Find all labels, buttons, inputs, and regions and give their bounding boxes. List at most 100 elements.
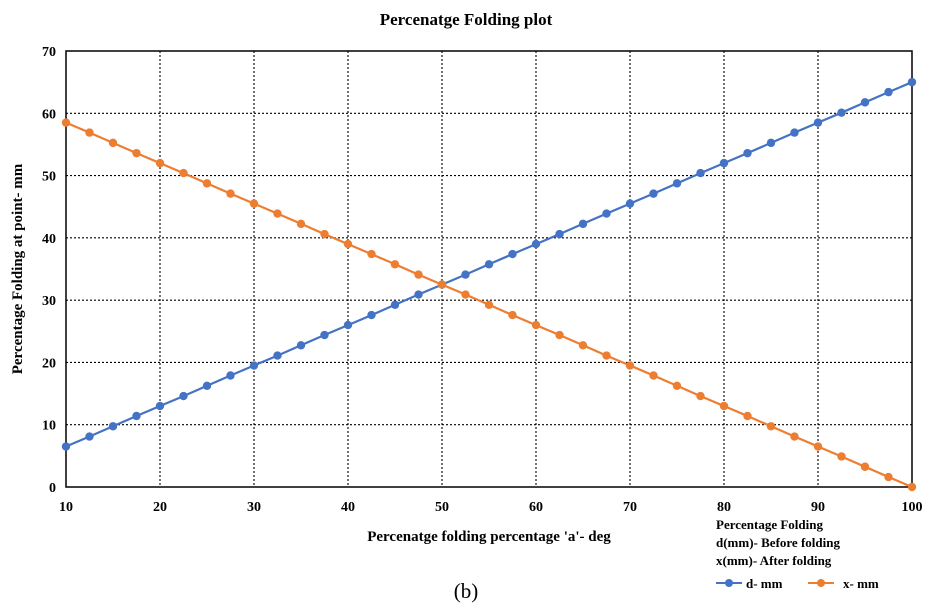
data-point-x xyxy=(860,462,870,471)
x-tick-label: 70 xyxy=(623,500,637,515)
data-point-x xyxy=(296,219,306,229)
x-tick-labels: 10 20 30 40 50 60 70 80 90 100 xyxy=(59,500,923,515)
data-point-d xyxy=(719,158,729,168)
data-point-x xyxy=(508,310,517,320)
x-tick-label: 60 xyxy=(529,500,543,515)
data-point-x xyxy=(249,199,259,208)
data-point-d xyxy=(179,391,188,401)
y-tick-label: 30 xyxy=(42,294,56,309)
legend-title-line-2: d(mm)- Before folding xyxy=(716,535,840,550)
data-point-d xyxy=(508,249,517,259)
data-point-x xyxy=(437,280,447,289)
x-tick-label: 50 xyxy=(435,500,449,515)
data-point-d xyxy=(578,219,588,229)
x-axis-label: Percenatge folding percentage 'a'- deg xyxy=(367,529,611,545)
data-point-x xyxy=(696,391,705,401)
data-point-x xyxy=(320,229,329,239)
x-tick-label: 10 xyxy=(59,500,73,515)
data-point-x xyxy=(367,249,376,259)
legend-marker-x xyxy=(817,579,825,587)
x-tick-label: 100 xyxy=(902,500,923,515)
data-point-x xyxy=(132,148,141,158)
figure-caption: (b) xyxy=(454,579,479,603)
data-point-d xyxy=(296,341,306,350)
y-tick-label: 0 xyxy=(49,481,56,496)
data-point-d xyxy=(461,270,470,279)
data-point-x xyxy=(719,401,729,411)
y-tick-label: 70 xyxy=(42,45,56,60)
data-point-x xyxy=(578,341,588,350)
data-point-x xyxy=(414,270,423,279)
data-point-d xyxy=(343,320,353,330)
data-point-x xyxy=(226,189,235,198)
data-point-d xyxy=(273,351,282,360)
data-point-x xyxy=(837,452,846,461)
data-point-x xyxy=(202,179,212,188)
data-point-x xyxy=(343,239,353,249)
data-point-x xyxy=(813,442,823,451)
data-point-x xyxy=(555,330,564,340)
data-point-d xyxy=(625,199,635,208)
data-point-x xyxy=(790,432,799,441)
data-point-d xyxy=(790,128,799,137)
data-point-x xyxy=(907,482,917,492)
data-point-d xyxy=(85,432,94,441)
data-point-d xyxy=(813,118,823,127)
legend: Percentage Folding d(mm)- Before folding… xyxy=(716,517,879,591)
y-tick-label: 10 xyxy=(42,419,56,434)
y-tick-label: 60 xyxy=(42,107,56,122)
y-tick-label: 40 xyxy=(42,232,56,247)
data-point-x xyxy=(108,138,118,148)
data-point-d xyxy=(132,411,141,421)
data-point-d xyxy=(414,290,423,299)
data-point-x xyxy=(85,128,94,137)
x-tick-label: 20 xyxy=(153,500,167,515)
plot-area-border xyxy=(65,50,913,488)
legend-title-line-1: Percentage Folding xyxy=(716,517,823,532)
data-point-x xyxy=(743,411,752,421)
data-point-d xyxy=(61,442,71,451)
data-point-d xyxy=(860,98,870,107)
data-point-x xyxy=(649,371,658,380)
data-point-d xyxy=(672,179,682,188)
data-point-x xyxy=(766,422,776,431)
y-tick-label: 50 xyxy=(42,170,56,185)
data-point-d xyxy=(555,229,564,239)
data-point-d xyxy=(202,381,212,390)
data-point-d xyxy=(155,401,165,411)
legend-marker-d xyxy=(725,579,733,587)
chart-title: Percenatge Folding plot xyxy=(380,10,553,29)
legend-label-x: x- mm xyxy=(843,576,879,591)
data-point-d xyxy=(320,330,329,340)
data-point-x xyxy=(179,168,188,178)
data-point-d xyxy=(696,168,705,178)
data-point-x xyxy=(461,290,470,299)
data-point-d xyxy=(649,189,658,198)
data-point-x xyxy=(155,158,165,168)
data-point-d xyxy=(602,209,611,218)
data-point-d xyxy=(390,300,400,310)
x-tick-label: 90 xyxy=(811,500,825,515)
legend-title-line-3: x(mm)- After folding xyxy=(716,553,832,568)
data-point-d xyxy=(249,361,259,370)
x-tick-label: 40 xyxy=(341,500,355,515)
data-point-x xyxy=(390,260,400,269)
data-point-d xyxy=(743,148,752,158)
data-point-d xyxy=(907,77,917,87)
data-point-x xyxy=(484,300,494,310)
data-point-d xyxy=(484,260,494,269)
data-point-x xyxy=(531,320,541,330)
data-point-d xyxy=(226,371,235,380)
data-point-d xyxy=(108,422,118,431)
data-point-x xyxy=(625,361,635,370)
y-tick-labels: 0 10 20 30 40 50 60 70 xyxy=(42,45,56,496)
data-point-d xyxy=(367,310,376,320)
x-tick-label: 30 xyxy=(247,500,261,515)
data-point-x xyxy=(884,472,893,482)
grid-lines xyxy=(66,51,912,487)
legend-label-d: d- mm xyxy=(746,576,783,591)
data-point-x xyxy=(273,209,282,218)
data-point-d xyxy=(531,239,541,249)
series-layer xyxy=(61,77,917,492)
